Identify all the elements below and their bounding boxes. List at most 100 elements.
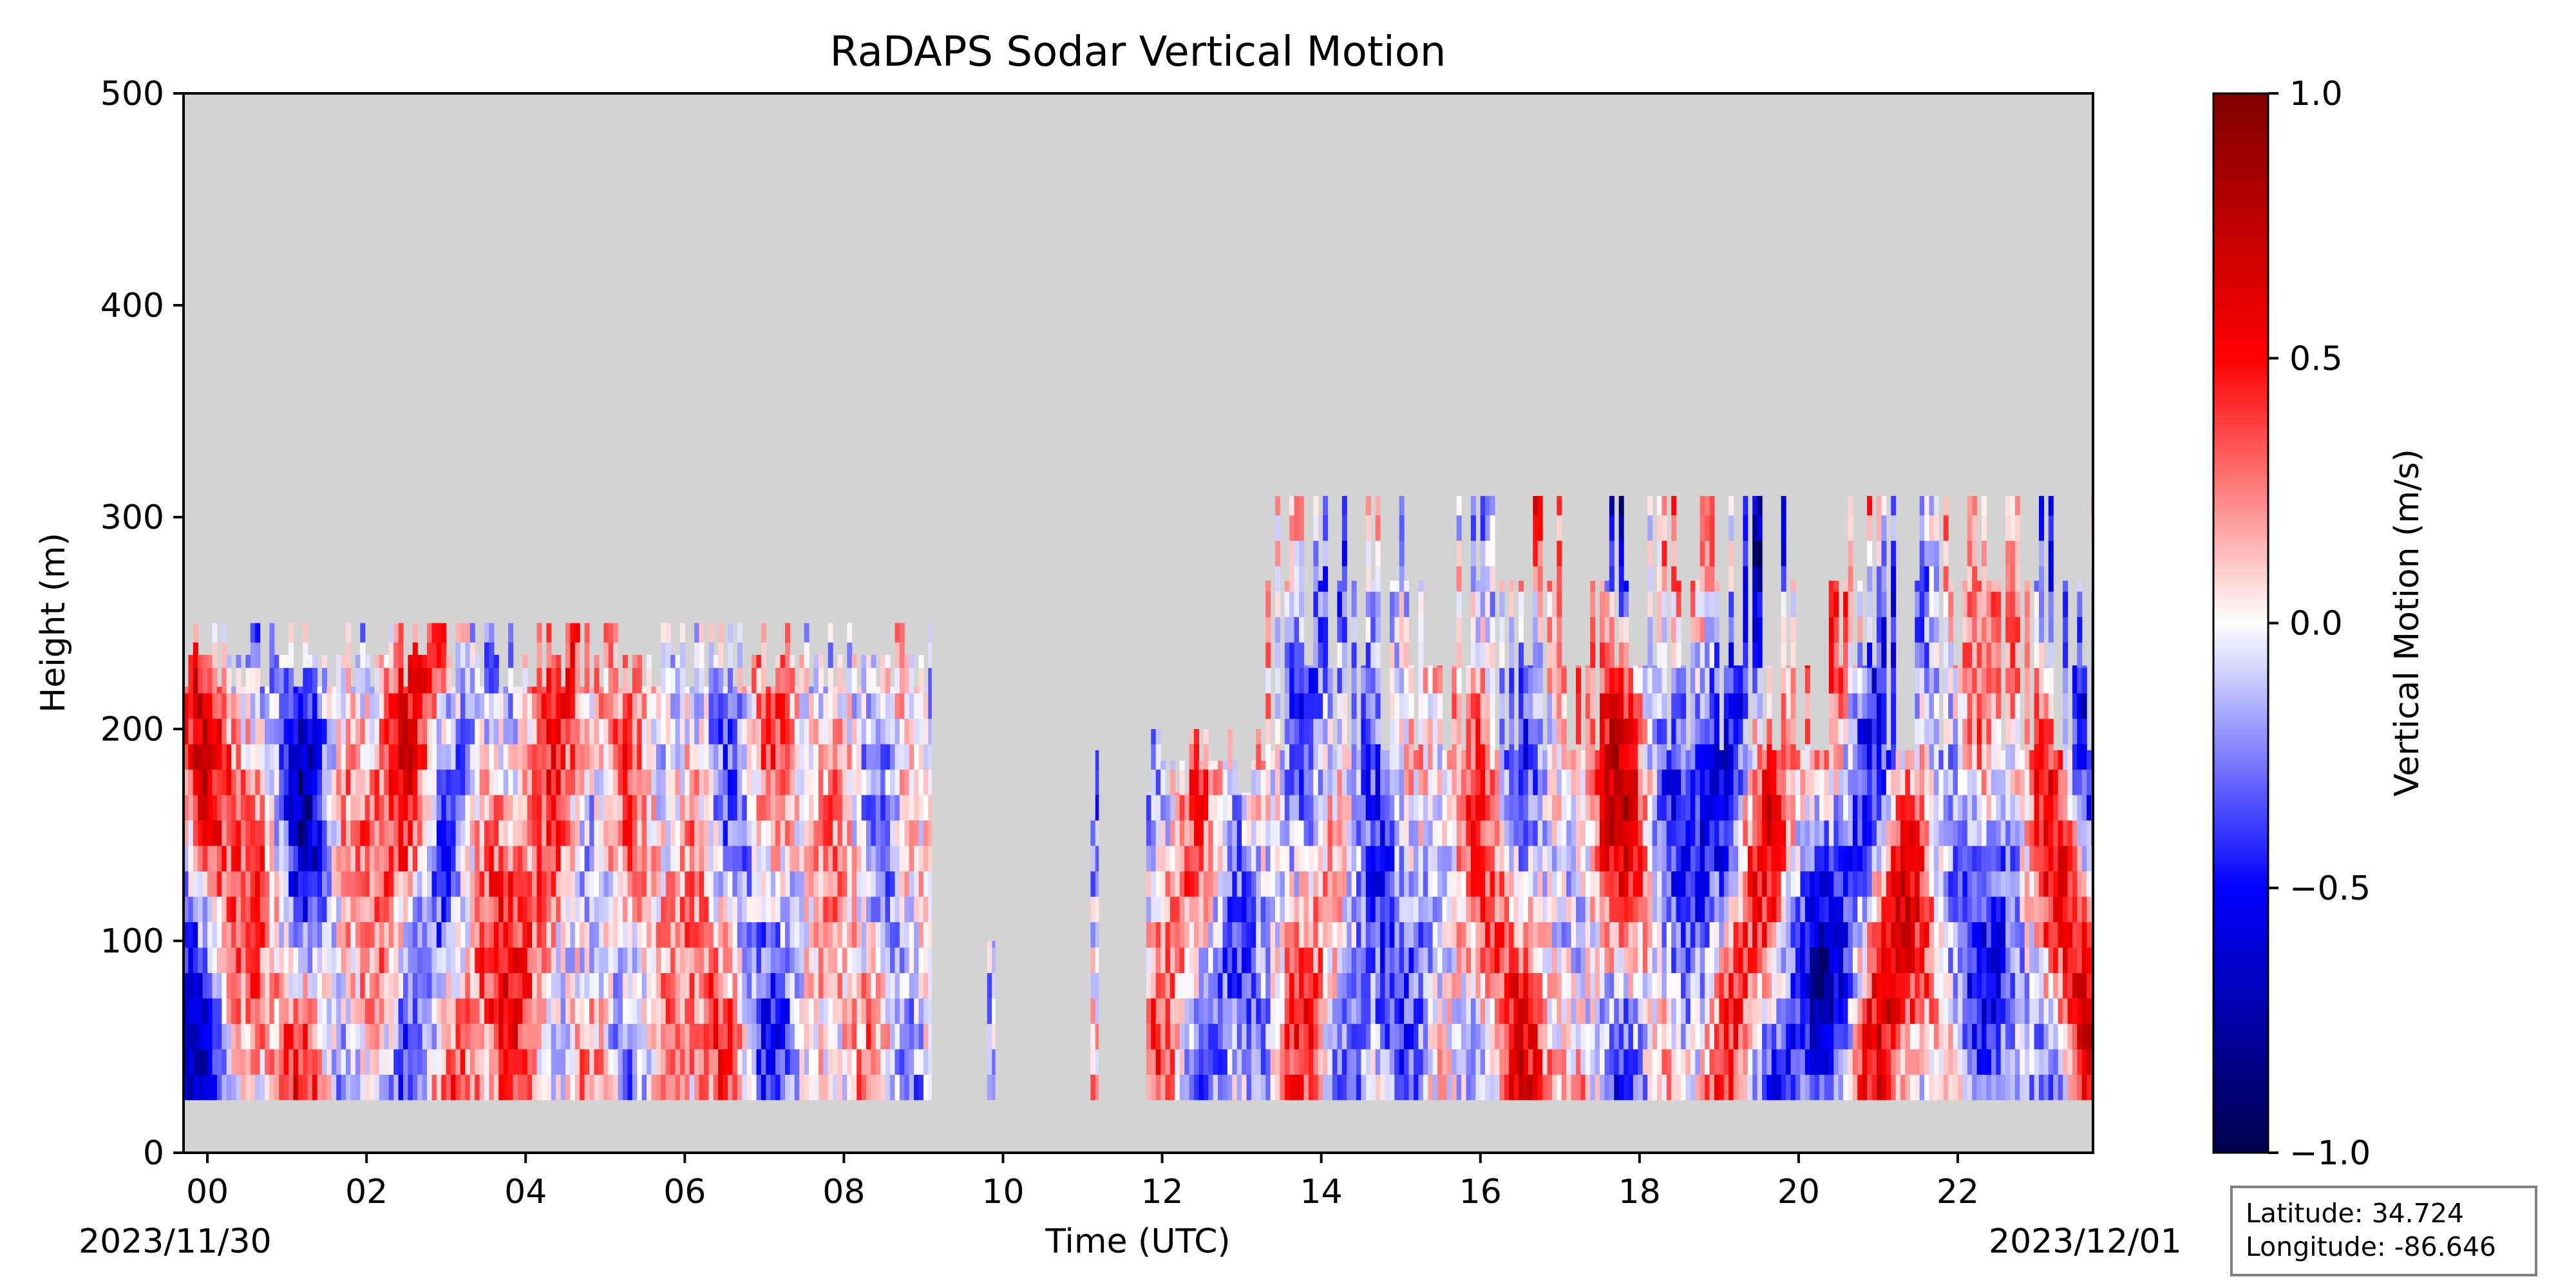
- motion-cell: [198, 667, 204, 694]
- motion-cell: [1408, 871, 1414, 897]
- motion-cell: [861, 667, 867, 694]
- motion-cell: [207, 744, 213, 770]
- motion-cell: [1551, 1023, 1557, 1050]
- motion-cell: [647, 998, 652, 1024]
- motion-cell: [1509, 642, 1515, 668]
- motion-cell: [546, 795, 552, 821]
- motion-cell: [752, 1074, 757, 1101]
- motion-cell: [193, 642, 198, 668]
- motion-cell: [427, 1048, 432, 1075]
- motion-cell: [656, 998, 661, 1024]
- motion-cell: [1236, 846, 1242, 872]
- motion-cell: [1151, 1048, 1157, 1075]
- motion-cell: [1432, 1074, 1438, 1101]
- motion-cell: [1456, 515, 1462, 541]
- motion-cell: [283, 693, 289, 719]
- motion-cell: [493, 972, 499, 999]
- motion-cell: [1341, 496, 1347, 516]
- motion-cell: [1537, 744, 1543, 770]
- motion-cell: [1470, 591, 1476, 618]
- motion-cell: [1151, 820, 1157, 846]
- motion-cell: [1533, 591, 1539, 618]
- motion-cell: [1537, 972, 1543, 999]
- motion-cell: [327, 744, 332, 770]
- motion-cell: [551, 820, 556, 846]
- motion-cell: [1341, 871, 1347, 897]
- motion-cell: [503, 871, 509, 897]
- motion-cell: [1647, 998, 1653, 1024]
- motion-cell: [790, 896, 795, 922]
- motion-cell: [732, 744, 738, 770]
- motion-cell: [1251, 1074, 1256, 1101]
- motion-cell: [1313, 998, 1319, 1024]
- motion-cell: [1671, 744, 1677, 770]
- motion-cell: [1361, 972, 1367, 999]
- motion-cell: [255, 922, 261, 948]
- motion-cell: [608, 667, 614, 694]
- motion-cell: [1662, 998, 1667, 1024]
- motion-cell: [408, 846, 413, 872]
- motion-cell: [422, 718, 428, 744]
- motion-cell: [1337, 947, 1343, 973]
- motion-cell: [1170, 871, 1175, 897]
- motion-cell: [193, 846, 198, 872]
- motion-cell: [560, 922, 566, 948]
- motion-cell: [1275, 769, 1280, 795]
- motion-cell: [1351, 1023, 1357, 1050]
- motion-cell: [875, 744, 881, 770]
- motion-cell: [1332, 820, 1338, 846]
- motion-cell: [656, 871, 661, 897]
- motion-cell: [184, 687, 189, 694]
- motion-cell: [1681, 922, 1687, 948]
- motion-cell: [780, 1074, 786, 1101]
- motion-cell: [479, 846, 485, 872]
- motion-cell: [1318, 922, 1323, 948]
- motion-cell: [880, 1048, 886, 1075]
- motion-cell: [1232, 947, 1238, 973]
- motion-cell: [370, 744, 375, 770]
- motion-cell: [1480, 515, 1486, 541]
- motion-cell: [598, 820, 604, 846]
- motion-cell: [1466, 922, 1472, 948]
- motion-cell: [1480, 972, 1486, 999]
- motion-cell: [1351, 667, 1357, 694]
- motion-cell: [1590, 744, 1596, 770]
- motion-cell: [408, 654, 413, 668]
- motion-cell: [336, 718, 342, 744]
- motion-cell: [398, 1023, 404, 1050]
- motion-cell: [918, 1048, 924, 1075]
- motion-cell: [541, 1048, 547, 1075]
- motion-cell: [365, 820, 370, 846]
- motion-cell: [641, 1023, 647, 1050]
- motion-cell: [708, 1023, 714, 1050]
- motion-cell: [909, 820, 914, 846]
- motion-cell: [1662, 972, 1667, 999]
- motion-cell: [350, 744, 356, 770]
- motion-cell: [1519, 718, 1524, 744]
- motion-cell: [365, 654, 370, 668]
- motion-cell: [742, 769, 748, 795]
- motion-cell: [532, 947, 538, 973]
- motion-cell: [857, 1023, 862, 1050]
- motion-cell: [1485, 540, 1491, 567]
- motion-cell: [618, 744, 623, 770]
- motion-cell: [1557, 846, 1562, 872]
- motion-cell: [388, 744, 394, 770]
- motion-cell: [355, 896, 361, 922]
- motion-cell: [384, 947, 390, 973]
- motion-cell: [1519, 616, 1524, 643]
- motion-cell: [641, 795, 647, 821]
- motion-cell: [1361, 820, 1367, 846]
- motion-cell: [207, 1074, 213, 1101]
- motion-cell: [207, 947, 213, 973]
- motion-cell: [1394, 972, 1400, 999]
- motion-cell: [412, 972, 418, 999]
- motion-cell: [728, 667, 733, 694]
- motion-cell: [1681, 1074, 1687, 1101]
- motion-cell: [728, 998, 733, 1024]
- motion-cell: [1341, 515, 1347, 541]
- motion-cell: [1289, 846, 1295, 872]
- motion-cell: [1681, 871, 1687, 897]
- motion-cell: [1700, 896, 1705, 922]
- motion-cell: [661, 744, 667, 770]
